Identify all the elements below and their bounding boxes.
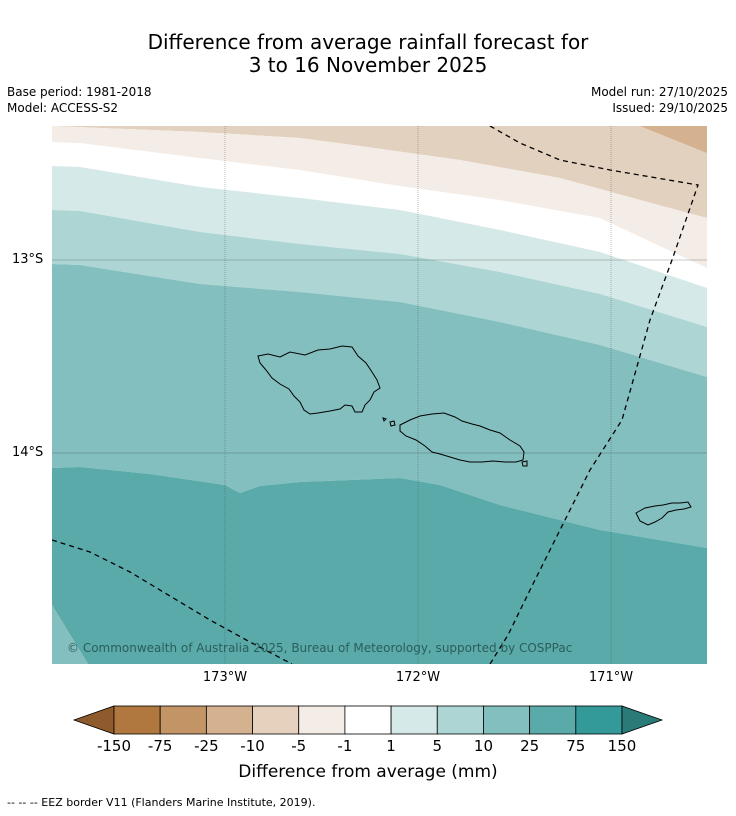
band-10-25-corner — [52, 605, 88, 664]
lat-label-13s: 13°S — [12, 252, 44, 267]
colorbar-segment — [113, 705, 161, 735]
colorbar-tick-label: 25 — [520, 737, 540, 755]
band-10-25 — [52, 264, 707, 548]
copyright-notice: © Commonwealth of Australia 2025, Bureau… — [67, 641, 573, 655]
island-manono — [382, 417, 387, 422]
colorbar-segment — [298, 705, 346, 735]
band-5-10 — [52, 210, 707, 377]
colorbar-extend-low — [72, 705, 115, 735]
lon-label-171w: 171°W — [588, 670, 634, 685]
title-line-2: 3 to 16 November 2025 — [248, 53, 488, 77]
colorbar-extend-high — [621, 705, 664, 735]
lon-label-172w: 172°W — [395, 670, 441, 685]
meta-right: Model run: 27/10/2025 Issued: 29/10/2025 — [591, 84, 728, 116]
colorbar-tick-label: -25 — [194, 737, 219, 755]
colorbar-segment — [390, 705, 438, 735]
colorbar-tick-label: -1 — [337, 737, 353, 755]
chart-title: Difference from average rainfall forecas… — [0, 31, 736, 77]
colorbar-segment — [575, 705, 623, 735]
issued-date: Issued: 29/10/2025 — [612, 101, 728, 115]
meta-left: Base period: 1981-2018 Model: ACCESS-S2 — [7, 84, 152, 116]
islands — [257, 345, 692, 526]
band-minus10-minus5 — [52, 126, 707, 218]
island-small-east — [521, 460, 528, 467]
colorbar-segment — [252, 705, 300, 735]
colorbar-segment — [483, 705, 531, 735]
colorbar-tick-label: 1 — [386, 737, 396, 755]
colorbar-tick-label: -75 — [147, 737, 173, 755]
band-minus25-minus10 — [640, 126, 707, 153]
band-25-75 — [52, 467, 707, 664]
colorbar-tick-label: -5 — [291, 737, 307, 755]
colorbar-segment — [205, 705, 253, 735]
colorbar-tick-label: -10 — [240, 737, 265, 755]
eez-footnote: -- -- -- EEZ border V11 (Flanders Marine… — [7, 796, 316, 809]
island-apolima — [389, 420, 396, 427]
graticule — [52, 126, 707, 664]
eez-border — [52, 126, 699, 664]
island-tutuila — [635, 501, 692, 526]
colorbar-label: Difference from average (mm) — [238, 762, 498, 782]
colorbar-tick-label: 150 — [607, 737, 637, 755]
band-1-5 — [52, 166, 707, 327]
island-upolu — [399, 412, 525, 463]
lat-label-14s: 14°S — [12, 445, 44, 460]
model-run: Model run: 27/10/2025 — [590, 85, 728, 99]
base-period: Base period: 1981-2018 — [7, 85, 152, 99]
colorbar-tick-label: -150 — [96, 737, 132, 755]
colorbar-tick-label: 75 — [566, 737, 586, 755]
colorbar-segment — [529, 705, 577, 735]
colorbar-tick-label: 5 — [432, 737, 443, 755]
colorbar-segment — [344, 705, 392, 735]
lon-label-173w: 173°W — [202, 670, 248, 685]
colorbar-tick-label: 10 — [473, 737, 493, 755]
model-name: Model: ACCESS-S2 — [7, 101, 119, 115]
colorbar — [72, 705, 664, 735]
colorbar-segment — [436, 705, 484, 735]
map-area — [52, 126, 707, 664]
colorbar-segment — [159, 705, 207, 735]
band-minus5-minus1 — [52, 126, 707, 268]
title-line-1: Difference from average rainfall forecas… — [147, 30, 589, 54]
island-savaii — [257, 345, 381, 415]
